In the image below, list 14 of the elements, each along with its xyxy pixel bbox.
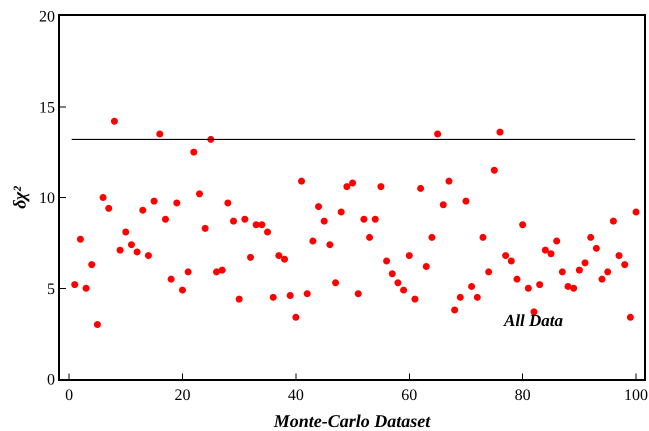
- y-axis-title: δχ²: [10, 186, 30, 209]
- x-tick-label: 0: [65, 386, 74, 404]
- y-tick-label: 0: [47, 372, 56, 389]
- x-tick-label: 100: [624, 386, 648, 404]
- x-tick-label: 20: [174, 386, 190, 404]
- x-tick-label: 60: [401, 386, 418, 404]
- x-axis-title: Monte-Carlo Dataset: [272, 411, 432, 431]
- y-tick-label: 5: [47, 280, 56, 298]
- annotation: All Data: [503, 311, 564, 330]
- y-tick-label: 20: [39, 8, 56, 26]
- y-tick-label: 15: [39, 99, 56, 116]
- y-tick-label: 10: [39, 190, 56, 208]
- x-tick-label: 80: [514, 386, 531, 404]
- x-tick-label: 40: [288, 386, 304, 404]
